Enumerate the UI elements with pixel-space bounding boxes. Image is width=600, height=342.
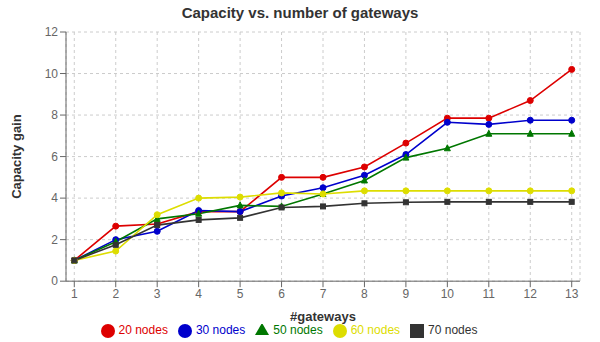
svg-text:8: 8 bbox=[51, 108, 58, 122]
html-text:60 nodes: 60 nodes bbox=[350, 323, 401, 338]
svg-text:2: 2 bbox=[51, 233, 58, 247]
html-text:70 nodes: 70 nodes bbox=[428, 323, 478, 338]
html-text:20 nodes: 20 nodes bbox=[118, 323, 168, 338]
svg-text:4: 4 bbox=[51, 191, 58, 205]
svg-text:5: 5 bbox=[237, 287, 244, 301]
svg-text:8: 8 bbox=[361, 287, 368, 301]
svg-text:2: 2 bbox=[112, 287, 119, 301]
svg-text:4: 4 bbox=[195, 287, 202, 301]
svg-text:6: 6 bbox=[51, 150, 58, 164]
svg-text:7: 7 bbox=[320, 287, 327, 301]
svg-text:9: 9 bbox=[403, 287, 410, 301]
html-text:Capacity vs. number of gateway: Capacity vs. number of gateways bbox=[181, 4, 419, 21]
svg-text:3: 3 bbox=[154, 287, 161, 301]
svg-text:11: 11 bbox=[483, 287, 496, 301]
html-text:50 nodes: 50 nodes bbox=[273, 323, 323, 338]
svg-text:12: 12 bbox=[524, 287, 538, 301]
svg-text:6: 6 bbox=[278, 287, 285, 301]
svg-text:Capacity gain: Capacity gain bbox=[9, 114, 24, 199]
svg-text:12: 12 bbox=[45, 26, 59, 39]
svg-text:#gateways: #gateways bbox=[290, 309, 356, 324]
svg-text:0: 0 bbox=[51, 274, 58, 288]
html-text:30 nodes: 30 nodes bbox=[195, 323, 246, 338]
svg-text:1: 1 bbox=[71, 287, 78, 301]
svg-text:10: 10 bbox=[441, 287, 455, 301]
svg-text:13: 13 bbox=[565, 287, 579, 301]
svg-text:10: 10 bbox=[45, 67, 59, 81]
